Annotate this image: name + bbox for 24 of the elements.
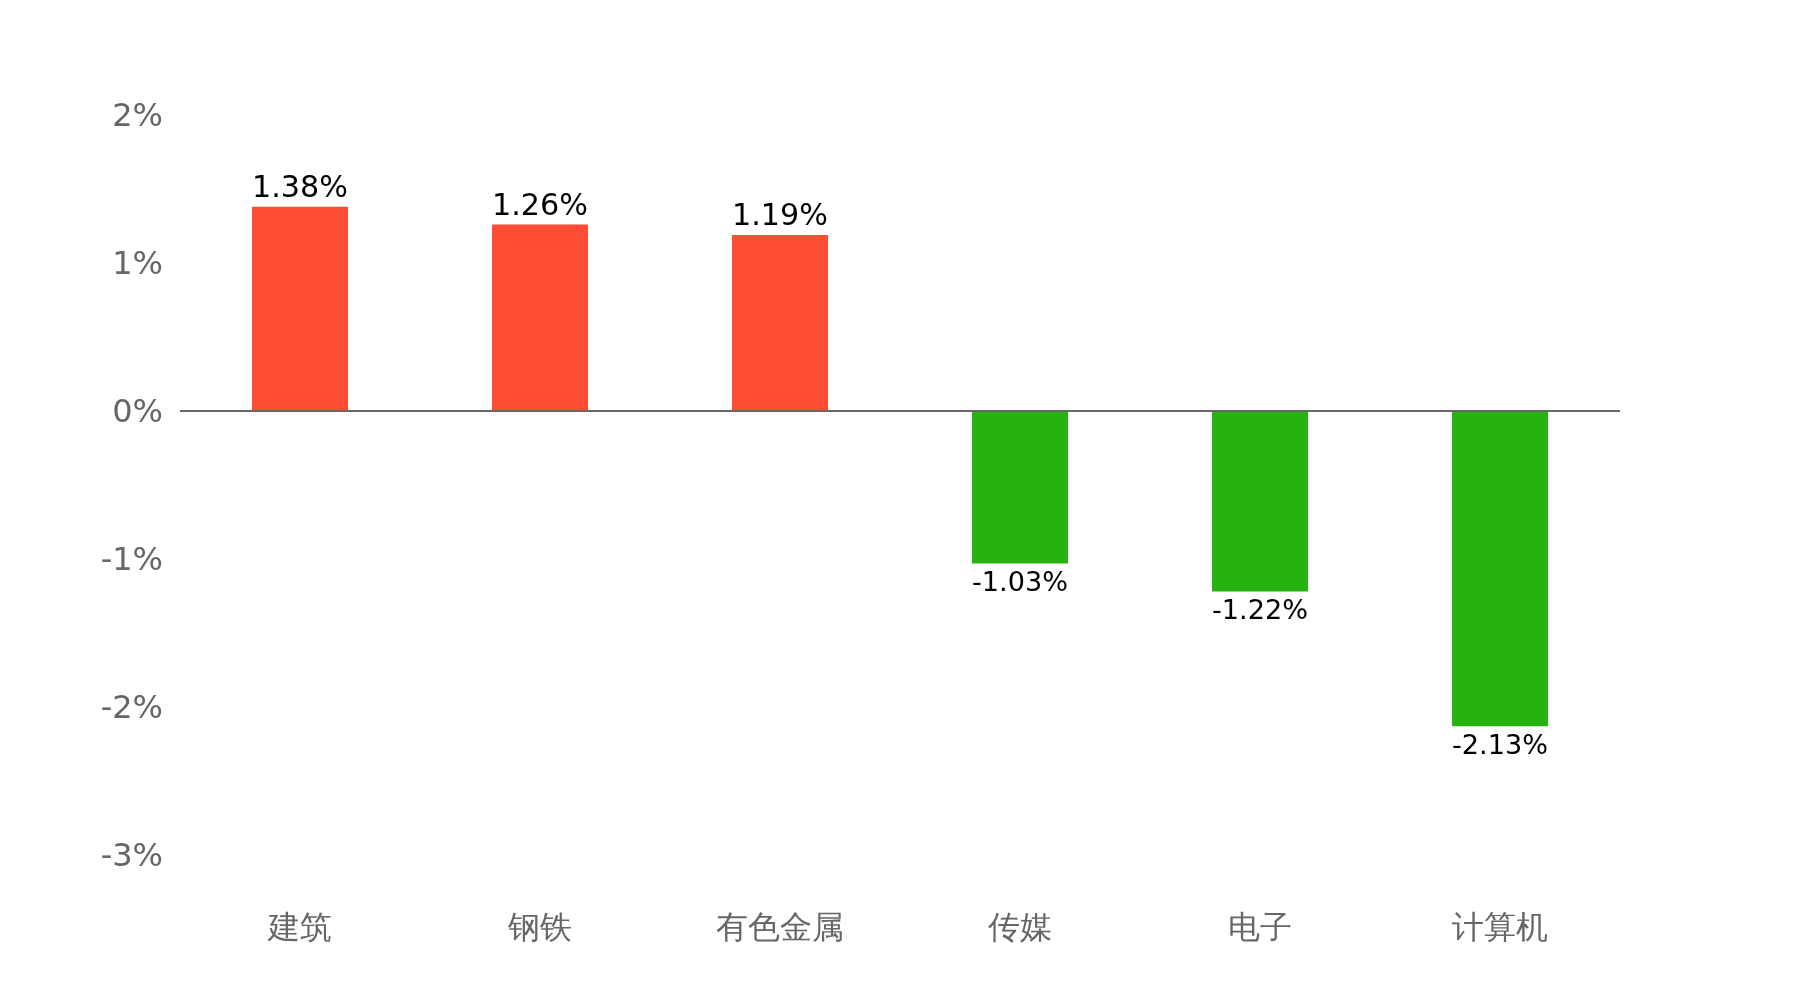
y-tick-label: 2% — [112, 96, 163, 135]
data-label: -1.22% — [1212, 594, 1308, 626]
bar — [1212, 411, 1308, 592]
y-tick-label: 1% — [112, 244, 163, 283]
bar — [252, 206, 348, 411]
data-label: -2.13% — [1452, 729, 1548, 761]
x-tick-label: 计算机 — [1452, 908, 1548, 946]
x-tick-label: 有色金属 — [716, 908, 844, 946]
x-tick-label: 钢铁 — [507, 908, 572, 946]
bar — [732, 234, 828, 411]
bar — [972, 411, 1068, 564]
x-tick-label: 传媒 — [988, 908, 1052, 946]
data-label: -1.03% — [972, 566, 1068, 598]
bar — [1452, 411, 1548, 727]
data-label: 1.38% — [252, 169, 348, 205]
bar — [492, 224, 588, 411]
y-tick-label: 0% — [112, 392, 163, 431]
y-tick-label: -3% — [100, 836, 163, 875]
y-tick-label: -1% — [100, 540, 163, 579]
y-tick-label: -2% — [100, 688, 163, 727]
x-tick-label: 建筑 — [267, 908, 332, 946]
data-label: 1.19% — [732, 197, 828, 233]
data-label: 1.26% — [492, 186, 588, 222]
x-tick-label: 电子 — [1228, 908, 1292, 946]
